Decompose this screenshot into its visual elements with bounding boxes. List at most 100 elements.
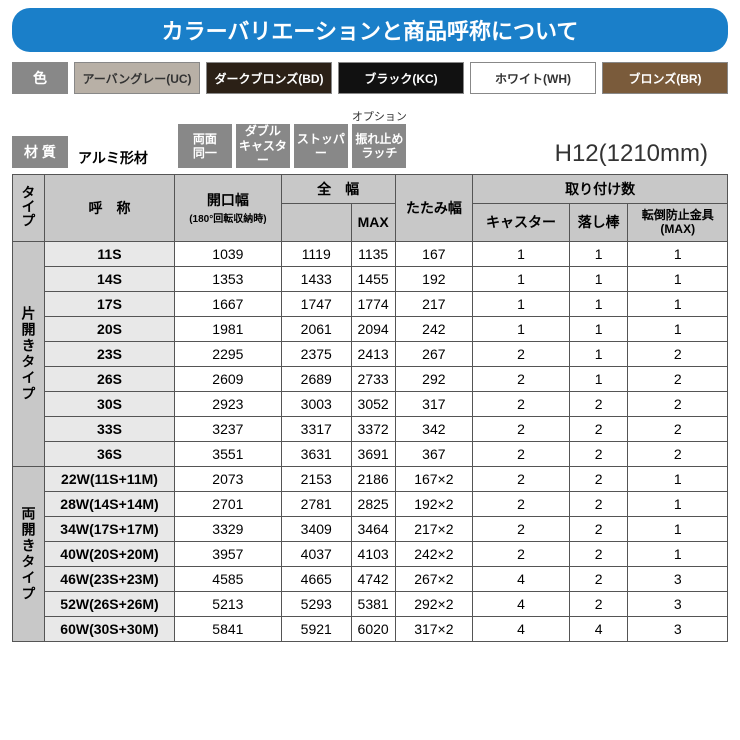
cell: 1 (628, 266, 728, 291)
spec-table: タイプ 呼 称 開口幅(180°回転収納時) 全 幅 たたみ幅 取り付け数 MA… (12, 174, 728, 642)
cell: 2375 (281, 341, 351, 366)
cell: 1039 (175, 241, 282, 266)
cell: 1 (628, 466, 728, 491)
cell: 2 (628, 441, 728, 466)
table-row: 33S323733173372342222 (13, 416, 728, 441)
cell: 342 (395, 416, 473, 441)
color-swatch: ホワイト(WH) (470, 62, 596, 94)
page-title: カラーバリエーションと商品呼称について (12, 8, 728, 52)
col-fold: たたみ幅 (395, 175, 473, 242)
table-row: 40W(20S+20M)395740374103242×2221 (13, 541, 728, 566)
cell: 1433 (281, 266, 351, 291)
cell: 2 (473, 516, 570, 541)
col-open: 開口幅(180°回転収納時) (175, 175, 282, 242)
cell: 217×2 (395, 516, 473, 541)
cell: 33S (45, 416, 175, 441)
table-row: 23S229523752413267212 (13, 341, 728, 366)
color-swatch: ダークブロンズ(BD) (206, 62, 332, 94)
cell: 1353 (175, 266, 282, 291)
cell: 2 (628, 366, 728, 391)
col-caster: キャスター (473, 204, 570, 242)
cell: 2609 (175, 366, 282, 391)
cell: 1 (628, 541, 728, 566)
cell: 3957 (175, 541, 282, 566)
feature-chip: 両面 同一 (178, 108, 232, 168)
cell: 2 (569, 541, 628, 566)
cell: 1119 (281, 241, 351, 266)
cell: 1 (628, 516, 728, 541)
cell: 167 (395, 241, 473, 266)
cell: 2923 (175, 391, 282, 416)
cell: 36S (45, 441, 175, 466)
col-fullw (281, 204, 351, 242)
cell: 2073 (175, 466, 282, 491)
cell: 317 (395, 391, 473, 416)
cell: 52W(26S+26M) (45, 591, 175, 616)
cell: 3 (628, 591, 728, 616)
cell: 367 (395, 441, 473, 466)
cell: 1 (569, 341, 628, 366)
cell: 2 (628, 391, 728, 416)
cell: 1981 (175, 316, 282, 341)
table-row: 30S292330033052317222 (13, 391, 728, 416)
col-fullw-group: 全 幅 (281, 175, 395, 204)
cell: 192 (395, 266, 473, 291)
cell: 2 (569, 391, 628, 416)
cell: 3691 (351, 441, 395, 466)
cell: 4103 (351, 541, 395, 566)
cell: 1 (628, 491, 728, 516)
cell: 3372 (351, 416, 395, 441)
cell: 2094 (351, 316, 395, 341)
cell: 1 (569, 291, 628, 316)
cell: 2 (569, 466, 628, 491)
cell: 4665 (281, 566, 351, 591)
col-mount-group: 取り付け数 (473, 175, 728, 204)
cell: 1 (628, 241, 728, 266)
cell: 1 (569, 316, 628, 341)
material-row: 材 質 アルミ形材 両面 同一ダブル キャスターストッパーオプション振れ止め ラ… (12, 108, 728, 168)
cell: 4 (473, 566, 570, 591)
cell: 46W(23S+23M) (45, 566, 175, 591)
table-row: 36S355136313691367222 (13, 441, 728, 466)
cell: 242×2 (395, 541, 473, 566)
table-row: 60W(30S+30M)584159216020317×2443 (13, 616, 728, 641)
cell: 2 (569, 516, 628, 541)
cell: 2781 (281, 491, 351, 516)
color-swatch: アーバングレー(UC) (74, 62, 200, 94)
table-row: 28W(14S+14M)270127812825192×2221 (13, 491, 728, 516)
cell: 2 (473, 366, 570, 391)
cell: 14S (45, 266, 175, 291)
material-label: 材 質 (12, 136, 68, 168)
cell: 2 (473, 441, 570, 466)
type-label: 両開きタイプ (13, 466, 45, 641)
cell: 1 (569, 266, 628, 291)
cell: 167×2 (395, 466, 473, 491)
cell: 2 (569, 441, 628, 466)
cell: 1135 (351, 241, 395, 266)
cell: 5921 (281, 616, 351, 641)
cell: 1 (569, 241, 628, 266)
cell: 2 (473, 491, 570, 516)
cell: 3409 (281, 516, 351, 541)
cell: 292×2 (395, 591, 473, 616)
cell: 26S (45, 366, 175, 391)
cell: 2 (473, 341, 570, 366)
table-row: 17S166717471774217111 (13, 291, 728, 316)
cell: 192×2 (395, 491, 473, 516)
cell: 2689 (281, 366, 351, 391)
feature-chip: ストッパー (294, 108, 348, 168)
cell: 3317 (281, 416, 351, 441)
cell: 3551 (175, 441, 282, 466)
color-label: 色 (12, 62, 68, 94)
cell: 2 (473, 466, 570, 491)
col-name: 呼 称 (45, 175, 175, 242)
cell: 1 (628, 316, 728, 341)
cell: 2701 (175, 491, 282, 516)
cell: 1 (473, 266, 570, 291)
cell: 242 (395, 316, 473, 341)
cell: 2186 (351, 466, 395, 491)
cell: 3464 (351, 516, 395, 541)
col-drop: 落し棒 (569, 204, 628, 242)
feature-chip: オプション振れ止め ラッチ (352, 108, 407, 168)
cell: 20S (45, 316, 175, 341)
